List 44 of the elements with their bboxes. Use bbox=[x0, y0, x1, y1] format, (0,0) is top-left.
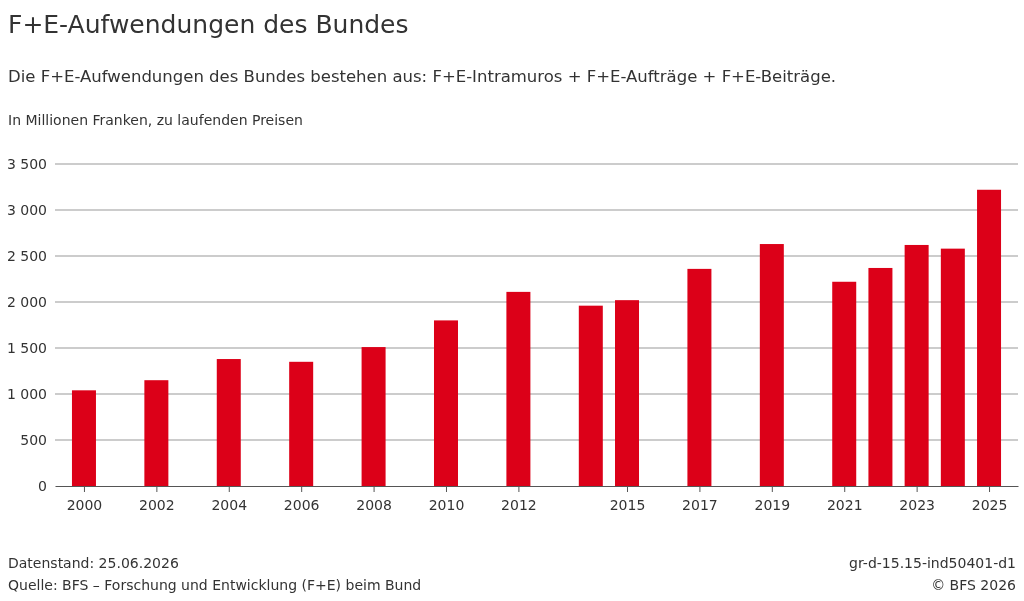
x-tick-label: 2000 bbox=[66, 496, 103, 513]
x-tick-label: 2015 bbox=[609, 496, 646, 513]
source-note: Quelle: BFS – Forschung und Entwicklung (F+E) beim Bund bbox=[8, 577, 422, 593]
bar bbox=[615, 300, 640, 486]
bar bbox=[977, 189, 1002, 486]
bar bbox=[144, 380, 169, 486]
x-tick-label: 2017 bbox=[682, 496, 718, 513]
x-tick-label: 2006 bbox=[283, 496, 320, 513]
bar bbox=[289, 361, 314, 486]
x-tick-label: 2023 bbox=[899, 496, 935, 513]
bar bbox=[506, 291, 531, 486]
bar bbox=[904, 244, 929, 486]
y-axis-title: In Millionen Franken, zu laufenden Preisen bbox=[8, 112, 303, 128]
x-tick-label: 2010 bbox=[428, 496, 465, 513]
text: gr-d-15.15-ind50401-d1 bbox=[849, 555, 1016, 571]
chart-title: F+E-Aufwendungen des Bundes bbox=[8, 10, 409, 39]
bar bbox=[433, 320, 458, 486]
y-tick-label: 3 500 bbox=[6, 155, 47, 172]
y-tick-label: 500 bbox=[20, 431, 47, 448]
y-tick-label: 2 000 bbox=[6, 293, 47, 310]
x-tick-label: 2008 bbox=[356, 496, 392, 513]
bar bbox=[361, 347, 386, 486]
bar bbox=[71, 390, 96, 486]
x-tick-label: 2002 bbox=[139, 496, 175, 513]
x-tick-label: 2004 bbox=[211, 496, 248, 513]
x-tick-label: 2019 bbox=[754, 496, 791, 513]
text: Datenstand: 25.06.2026 bbox=[8, 555, 179, 571]
y-tick-label: 2 500 bbox=[6, 247, 47, 264]
x-tick-label: 2025 bbox=[971, 496, 1008, 513]
text: © BFS 2026 bbox=[931, 577, 1017, 593]
y-tick-label: 0 bbox=[38, 477, 47, 494]
y-tick-label: 1 000 bbox=[6, 385, 47, 402]
x-tick-label: 2021 bbox=[826, 496, 863, 513]
y-tick-label: 1 500 bbox=[6, 339, 47, 356]
bar bbox=[216, 359, 241, 486]
x-tick-label: 2012 bbox=[501, 496, 537, 513]
bar bbox=[940, 248, 965, 486]
y-tick-label: 3 000 bbox=[6, 201, 47, 218]
bar bbox=[759, 244, 784, 486]
bar bbox=[868, 267, 893, 486]
bar bbox=[578, 305, 603, 486]
bar bbox=[687, 268, 712, 486]
bar bbox=[832, 281, 857, 486]
chart-subtitle: Die F+E-Aufwendungen des Bundes bestehen aus: F+E-Intramuros + F+E-Aufträge + F+E-Beiträge. bbox=[8, 67, 837, 86]
